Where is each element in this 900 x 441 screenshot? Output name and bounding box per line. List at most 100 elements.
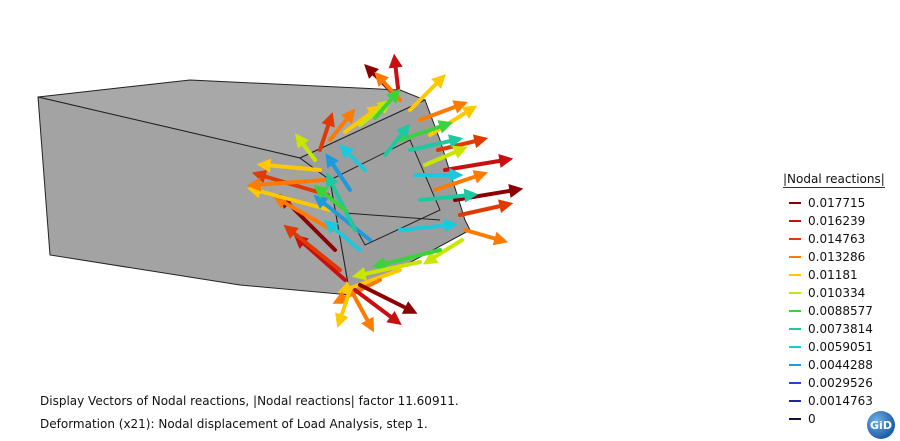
legend-swatch <box>789 346 801 348</box>
reaction-vector-head <box>498 154 514 168</box>
legend-entries: 0.017715 0.016239 0.014763 0.013286 0.01181 0… <box>783 194 893 428</box>
reaction-vector-head <box>443 218 459 233</box>
reaction-vector-head <box>461 105 478 119</box>
reaction-vector-head <box>364 64 379 79</box>
legend: |Nodal reactions| 0.017715 0.016239 0.0147… <box>783 168 893 428</box>
reaction-vector-head <box>341 108 356 124</box>
reaction-vector-shaft <box>358 260 422 277</box>
reaction-vector-head <box>431 74 446 89</box>
reaction-vector-head <box>313 194 329 209</box>
reaction-vector-shaft <box>458 203 507 217</box>
legend-swatch <box>789 400 801 402</box>
status-caption-deformation: Deformation (x21): Nodal displacement of… <box>40 417 428 431</box>
reaction-vector-shaft <box>423 148 462 167</box>
reaction-vector-head <box>374 71 389 87</box>
reaction-vector-shaft <box>318 198 372 242</box>
reaction-vector-head <box>325 153 339 169</box>
reaction-vector-head <box>351 266 367 281</box>
reaction-vector-shaft <box>253 188 332 212</box>
reaction-vector-shaft <box>350 290 372 327</box>
legend-label: 0.0059051 <box>808 340 873 354</box>
reaction-vector-shaft <box>408 78 442 112</box>
reaction-vector-shaft <box>343 268 402 292</box>
reaction-vector-head <box>371 256 388 271</box>
reaction-vector-head <box>335 312 349 328</box>
reaction-vector-head <box>323 219 339 234</box>
legend-label: 0.010334 <box>808 286 866 300</box>
legend-swatch <box>789 292 801 294</box>
reaction-vector-shaft <box>398 123 447 142</box>
legend-label: 0.0088577 <box>808 304 873 318</box>
legend-label: 0.0029526 <box>808 376 873 390</box>
legend-entry: 0.0044288 <box>783 356 893 374</box>
reaction-vectors <box>246 53 524 333</box>
reaction-vector-shaft <box>433 173 482 192</box>
legend-label: 0.0073814 <box>808 322 873 336</box>
legend-entry: 0.010334 <box>783 284 893 302</box>
reaction-vector-shaft <box>436 138 482 152</box>
reaction-vector-head <box>498 199 514 214</box>
reaction-vector-shaft <box>408 138 457 152</box>
reaction-vector-head <box>396 123 411 139</box>
reaction-vector-head <box>256 158 272 173</box>
reaction-vector-head <box>321 112 335 128</box>
legend-entry: 0.01181 <box>783 266 893 284</box>
legend-label: 0 <box>808 412 816 426</box>
reaction-vector-shaft <box>328 223 362 252</box>
reaction-vector-head <box>361 316 375 333</box>
beam-edge-line <box>344 212 441 221</box>
reaction-vector-shaft <box>328 178 357 232</box>
legend-entry: 0.0073814 <box>783 320 893 338</box>
legend-entry: 0.017715 <box>783 194 893 212</box>
reaction-vector-head <box>472 134 489 149</box>
legend-swatch <box>789 418 801 420</box>
legend-entry: 0.0014763 <box>783 392 893 410</box>
legend-entry: 0.0088577 <box>783 302 893 320</box>
legend-entry: 0.016239 <box>783 212 893 230</box>
reaction-vector-head <box>401 301 418 314</box>
legend-entry: 0 <box>783 410 893 428</box>
legend-swatch <box>789 274 801 276</box>
reaction-vector-shaft <box>328 158 352 192</box>
reaction-vector-shaft <box>418 103 462 122</box>
reaction-vector-shaft <box>358 283 412 312</box>
legend-entry: 0.0029526 <box>783 374 893 392</box>
reaction-vector-head <box>472 170 488 184</box>
legend-swatch <box>789 310 801 312</box>
reaction-vector-shaft <box>398 223 452 232</box>
legend-label: 0.017715 <box>808 196 866 210</box>
legend-swatch <box>789 382 801 384</box>
legend-swatch <box>789 328 801 330</box>
legend-label: 0.01181 <box>808 268 858 282</box>
legend-label: 0.016239 <box>808 214 866 228</box>
reaction-vector-shaft <box>378 248 442 267</box>
reaction-vector-shaft <box>353 288 397 322</box>
reaction-vector-head <box>437 120 453 134</box>
gid-logo: GiD <box>867 411 895 439</box>
reaction-vector-head <box>508 184 524 198</box>
legend-entry: 0.013286 <box>783 248 893 266</box>
reaction-vector-shaft <box>253 178 327 187</box>
reaction-vector-shaft <box>298 238 347 282</box>
reaction-vector-head <box>294 133 309 149</box>
reaction-vector-head <box>326 172 339 189</box>
reaction-vector-shaft <box>343 108 377 134</box>
reaction-vector-head <box>449 168 464 182</box>
reaction-vector-shaft <box>428 238 464 262</box>
reaction-vector-shaft <box>263 163 322 172</box>
reaction-vector-head <box>452 100 468 114</box>
legend-label: 0.013286 <box>808 250 866 264</box>
reaction-vector-shaft <box>463 228 502 242</box>
reaction-vector-head <box>332 291 349 304</box>
reaction-vector-shaft <box>278 198 334 232</box>
reaction-vector-head <box>448 134 464 149</box>
legend-entry: 0.0059051 <box>783 338 893 356</box>
reaction-vector-head <box>386 88 401 104</box>
legend-swatch <box>789 256 801 258</box>
legend-swatch <box>789 220 801 222</box>
reaction-vector-head <box>463 188 479 203</box>
legend-label: 0.0014763 <box>808 394 873 408</box>
reaction-vector-head <box>452 145 468 159</box>
legend-entry: 0.014763 <box>783 230 893 248</box>
